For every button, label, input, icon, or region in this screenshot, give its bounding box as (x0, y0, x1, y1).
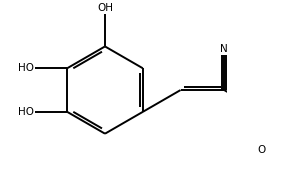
Text: N: N (220, 44, 228, 54)
Text: HO: HO (18, 107, 34, 117)
Text: HO: HO (18, 63, 34, 73)
Text: O: O (258, 145, 266, 155)
Text: OH: OH (97, 3, 113, 13)
